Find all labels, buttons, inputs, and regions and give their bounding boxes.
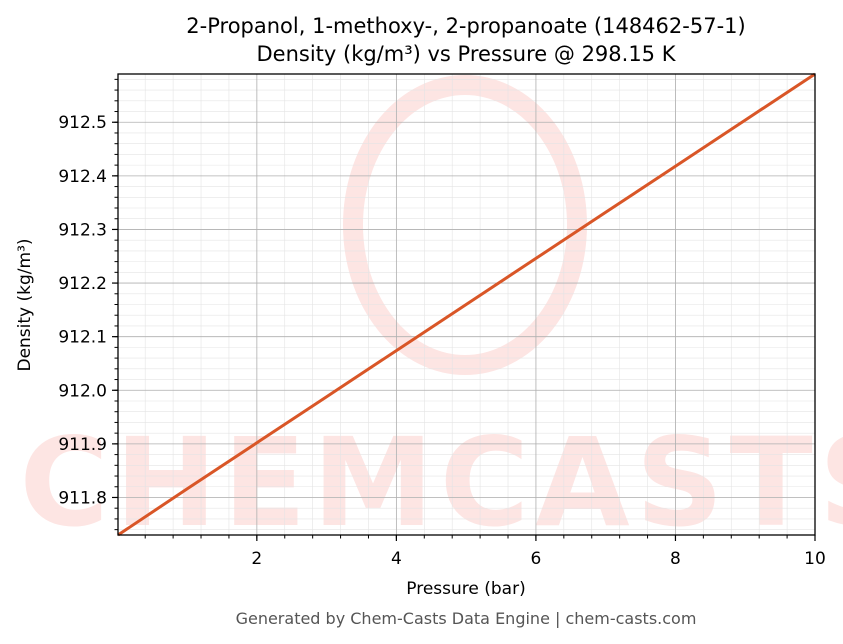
chart-subtitle: Density (kg/m³) vs Pressure @ 298.15 K — [256, 42, 676, 66]
series-layer — [117, 72, 816, 537]
tick-labels: 2 4 6 8 10 911.8 911.9 912.0 912.1 912.2 912.3 912.… — [58, 113, 825, 569]
x-tick-label: 10 — [804, 549, 826, 569]
y-tick-label: 912.0 — [58, 381, 107, 401]
x-axis-label: Pressure (bar) — [406, 579, 525, 599]
x-tick-label: 2 — [251, 549, 262, 569]
footer-credit: Generated by Chem-Casts Data Engine | ch… — [236, 609, 697, 628]
x-tick-label: 8 — [670, 549, 681, 569]
axis-ticks — [112, 78, 816, 541]
x-tick-label: 4 — [391, 549, 402, 569]
y-tick-label: 912.2 — [58, 274, 107, 294]
y-tick-label: 911.9 — [58, 435, 107, 455]
watermark-ring — [343, 75, 587, 375]
y-tick-label: 912.5 — [58, 113, 107, 133]
y-tick-label: 911.8 — [58, 488, 107, 508]
y-tick-label: 912.4 — [58, 167, 107, 187]
y-tick-label: 912.1 — [58, 328, 107, 348]
density-series-line — [117, 72, 816, 537]
y-tick-label: 912.3 — [58, 220, 107, 240]
x-tick-label: 6 — [531, 549, 542, 569]
y-axis-label: Density (kg/m³) — [15, 238, 35, 371]
watermark: CHEMCASTS — [19, 75, 843, 554]
watermark-text: CHEMCASTS — [19, 412, 843, 554]
chart-title: 2-Propanol, 1-methoxy-, 2-propanoate (14… — [186, 14, 745, 38]
